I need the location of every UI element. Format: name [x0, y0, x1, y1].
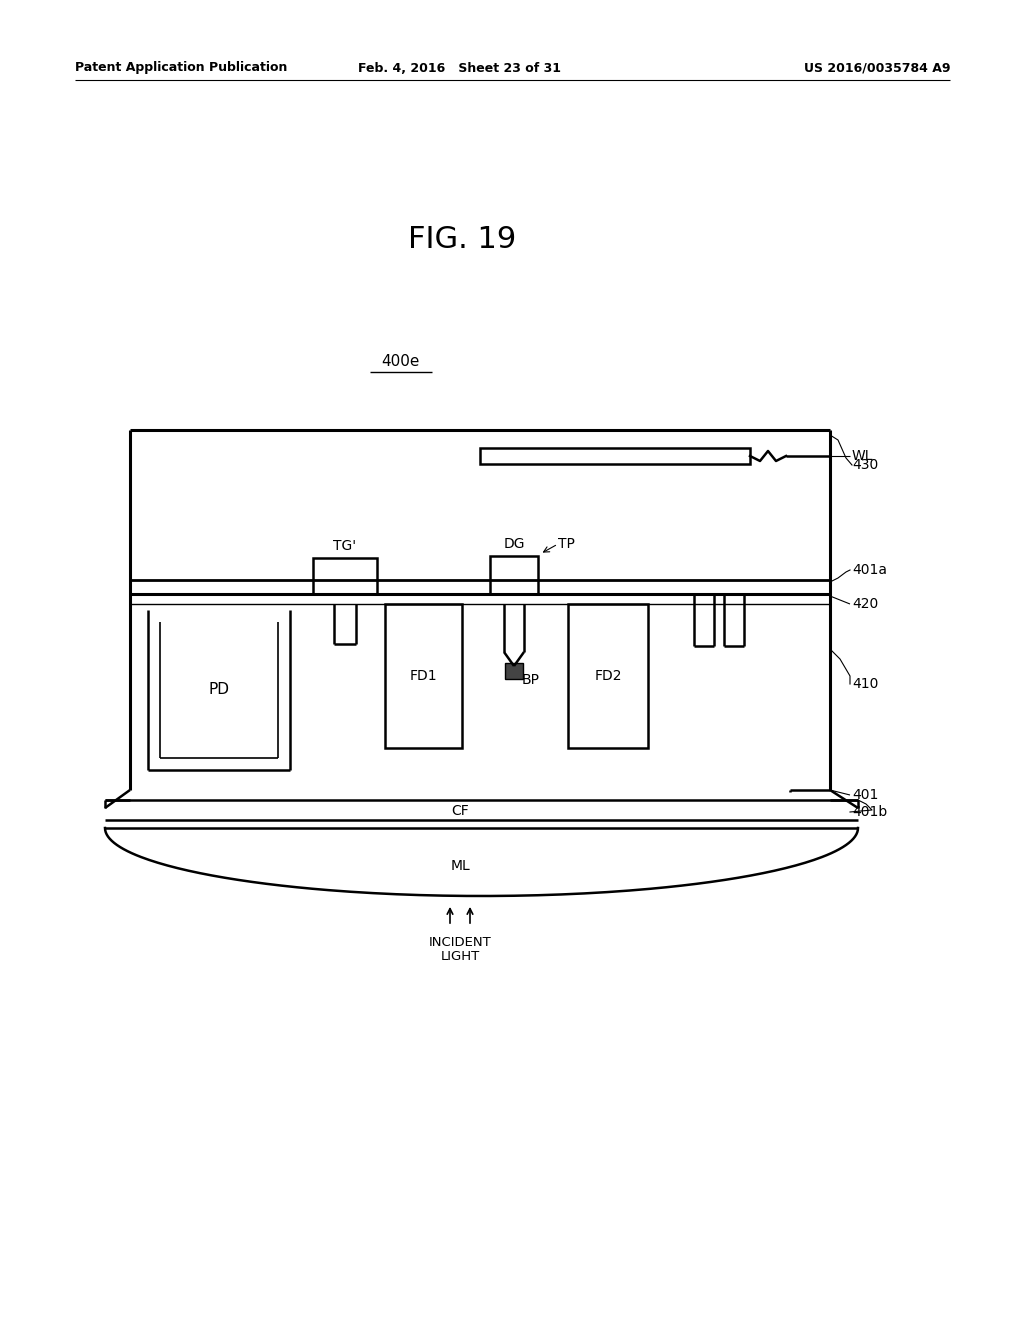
Text: FIG. 19: FIG. 19 — [408, 226, 516, 255]
Text: TP: TP — [558, 537, 574, 550]
Text: 420: 420 — [852, 597, 879, 611]
Text: FD2: FD2 — [594, 669, 622, 682]
Text: 400e: 400e — [381, 355, 419, 370]
Bar — [385, 605, 462, 748]
Text: CF: CF — [452, 804, 469, 818]
Text: 430: 430 — [852, 458, 879, 473]
Text: INCIDENT: INCIDENT — [429, 936, 492, 949]
Bar — [480, 447, 750, 465]
Bar — [568, 605, 648, 748]
Text: Patent Application Publication: Patent Application Publication — [75, 62, 288, 74]
Text: 401b: 401b — [852, 805, 887, 818]
Text: LIGHT: LIGHT — [440, 949, 479, 962]
Text: 401a: 401a — [852, 564, 887, 577]
Text: FD1: FD1 — [410, 669, 437, 682]
Text: US 2016/0035784 A9: US 2016/0035784 A9 — [804, 62, 950, 74]
Text: Feb. 4, 2016   Sheet 23 of 31: Feb. 4, 2016 Sheet 23 of 31 — [358, 62, 561, 74]
Text: WL: WL — [852, 449, 873, 463]
Text: BP: BP — [522, 673, 540, 686]
Text: 410: 410 — [852, 677, 879, 690]
Text: ML: ML — [451, 859, 470, 873]
Bar — [490, 556, 538, 594]
Bar — [313, 558, 377, 594]
Text: DG: DG — [503, 537, 524, 550]
Text: TG': TG' — [334, 539, 356, 553]
Bar — [505, 663, 523, 678]
Text: 401: 401 — [852, 788, 879, 803]
Text: PD: PD — [209, 682, 229, 697]
